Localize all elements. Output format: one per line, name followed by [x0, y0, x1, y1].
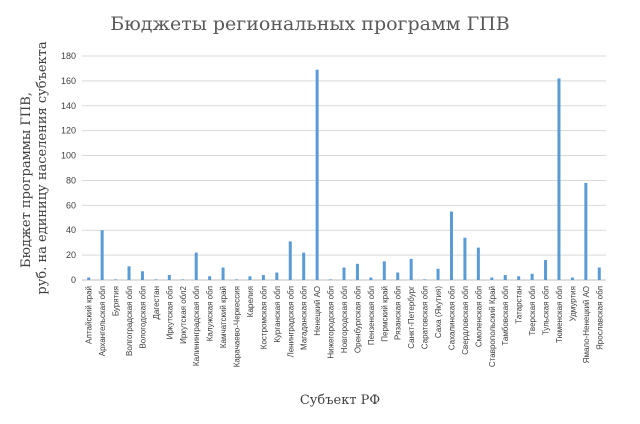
bar	[436, 268, 440, 280]
category-label: Тульская обл	[542, 286, 551, 335]
category-label: Калининградская обл	[192, 286, 201, 366]
bar	[530, 273, 534, 280]
category-label: Архангельская обл	[98, 286, 107, 357]
bar	[194, 252, 198, 280]
category-label: Бурятия	[112, 286, 121, 316]
category-label: Татарстан	[515, 286, 524, 324]
category-label: Алтайский край	[85, 286, 94, 344]
bar	[221, 267, 225, 280]
bar	[100, 230, 104, 280]
bars	[87, 69, 601, 281]
bar	[544, 260, 548, 280]
bar	[87, 277, 91, 280]
bar	[382, 261, 386, 280]
bar	[503, 275, 507, 280]
bar	[127, 266, 131, 280]
category-label: Свердловская обл	[461, 286, 470, 355]
bar	[355, 263, 359, 280]
category-label: Санкт-Петербург	[407, 286, 416, 349]
bar	[235, 279, 239, 280]
category-label: Магаданская обл	[300, 286, 309, 350]
bar	[315, 69, 319, 280]
y-tick-label: 20	[66, 250, 76, 260]
category-label: Калужская обл	[206, 286, 215, 342]
y-tick-label: 160	[61, 76, 76, 86]
bar	[409, 258, 413, 280]
bar	[302, 252, 306, 280]
bar	[140, 271, 144, 280]
category-label: Курганская обл	[273, 286, 282, 343]
category-label: Костромская обл	[259, 286, 268, 350]
bar	[342, 267, 346, 280]
category-label: Сахалинская обл	[447, 286, 456, 351]
category-label: Ставропольский Край	[488, 286, 497, 367]
category-label: Вологодская обл	[138, 286, 147, 349]
bar	[476, 247, 480, 280]
y-tick-label: 40	[66, 225, 76, 235]
category-label: Новгородская обл	[340, 286, 349, 353]
category-label: Камчатский край	[219, 286, 228, 348]
bar	[490, 277, 494, 280]
category-label: Ненецкий АО	[313, 286, 322, 336]
bar	[396, 272, 400, 280]
bar	[597, 267, 601, 280]
bar	[167, 275, 171, 280]
bar	[114, 279, 118, 280]
category-label: Нижегородская обл	[327, 286, 336, 359]
category-label: Оренбургская обл	[353, 286, 362, 353]
bar	[423, 279, 427, 280]
category-label: Волгоградская обл	[125, 286, 134, 356]
category-label: Ямало-Ненецкий АО	[582, 286, 591, 363]
category-label: Карачаево-Черкессия	[233, 286, 242, 367]
bar	[181, 279, 185, 280]
category-label: Ленинградская обл	[286, 286, 295, 358]
bar	[154, 279, 158, 280]
bar	[208, 276, 212, 280]
category-label: Ярославская обл	[595, 286, 604, 350]
category-label: Удмуртия	[568, 286, 577, 321]
y-axis-label-line-1: Бюджет программы ГПВ,	[19, 92, 34, 268]
bar	[570, 277, 574, 280]
bar	[584, 182, 588, 280]
bar	[248, 276, 252, 280]
category-label: Иркутская обл2	[179, 285, 188, 343]
category-label: Дагестан	[152, 286, 161, 320]
x-axis-label: Субъект РФ	[300, 393, 381, 408]
category-label: Смоленская обл	[474, 286, 483, 347]
bar	[275, 272, 279, 280]
y-tick-labels: 0 20 40 60 80 100 120 140 160 180	[61, 51, 76, 285]
bar	[329, 279, 333, 280]
y-tick-label: 140	[61, 101, 76, 111]
category-labels: Алтайский край Архангельская обл Бурятия Во…	[85, 285, 605, 367]
bar	[463, 237, 467, 280]
category-label: Саха (Якутия)	[434, 286, 443, 338]
chart-title: Бюджеты региональных программ ГПВ	[110, 13, 509, 35]
y-axis-label-line-2: руб. на единицу населения субъекта	[35, 41, 50, 294]
category-label: Карелия	[246, 286, 255, 317]
bar	[369, 277, 373, 280]
category-label: Иркутская обл	[165, 286, 174, 340]
category-label: Тверская обл	[528, 286, 537, 336]
category-label: Тамбовская обл	[501, 286, 510, 346]
y-tick-label: 100	[61, 151, 76, 161]
bar	[449, 211, 453, 280]
y-tick-label: 120	[61, 126, 76, 136]
category-label: Тюменская обл	[555, 286, 564, 343]
bar	[261, 275, 265, 280]
bar	[517, 276, 521, 280]
bar	[288, 241, 292, 280]
category-label: Саратовская обл	[421, 286, 430, 350]
category-label: Пензенская обл	[367, 286, 376, 345]
category-label: Рязанская обл	[394, 286, 403, 340]
bar	[557, 78, 561, 281]
gridlines	[82, 55, 606, 281]
y-tick-label: 180	[61, 51, 76, 61]
y-tick-label: 80	[66, 175, 76, 185]
y-tick-label: 60	[66, 200, 76, 210]
y-tick-label: 0	[71, 275, 76, 285]
category-label: Пермский край	[380, 286, 389, 342]
